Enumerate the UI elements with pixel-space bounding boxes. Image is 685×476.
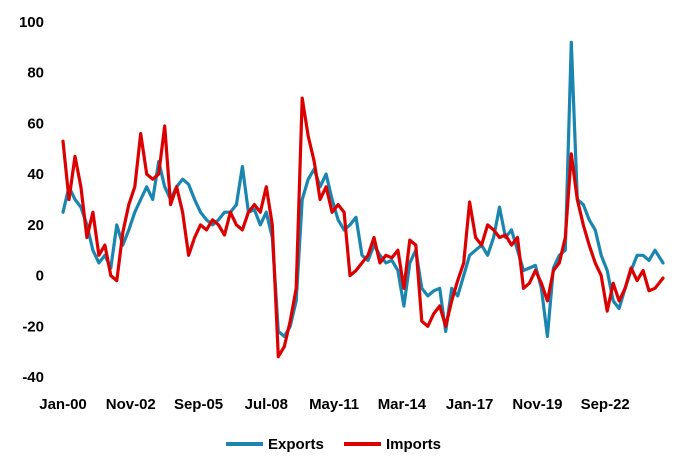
x-tick-label: Nov-19: [512, 396, 562, 413]
x-tick-label: Mar-14: [378, 396, 427, 413]
y-tick-label: 60: [27, 115, 44, 132]
x-tick-label: Nov-02: [106, 396, 156, 413]
x-tick-label: Jan-17: [446, 396, 494, 413]
y-tick-label: -20: [22, 318, 44, 335]
y-tick-label: 100: [19, 14, 44, 31]
x-axis-tick-labels: Jan-00 Nov-02 Sep-05 Jul-08 May-11 Mar-14 Jan-…: [39, 396, 630, 413]
x-tick-label: May-11: [309, 396, 359, 413]
x-tick-label: Sep-22: [581, 396, 630, 413]
legend-label-exports: Exports: [268, 436, 324, 453]
x-tick-label: Sep-05: [174, 396, 223, 413]
legend: Exports Imports: [226, 436, 441, 453]
y-tick-label: 20: [27, 217, 44, 234]
series-lines: [61, 40, 665, 359]
x-tick-label: Jul-08: [245, 396, 288, 413]
legend-label-imports: Imports: [386, 436, 441, 453]
y-tick-label: 0: [36, 268, 44, 285]
series-line-imports: [61, 96, 665, 359]
y-tick-label: 40: [27, 166, 44, 183]
series-line-exports: [61, 40, 665, 338]
y-tick-label: -40: [22, 369, 44, 386]
x-tick-label: Jan-00: [39, 396, 87, 413]
y-tick-label: 80: [27, 65, 44, 82]
y-axis-tick-labels: -40 -20 0 20 40 60 80 100: [19, 14, 44, 386]
